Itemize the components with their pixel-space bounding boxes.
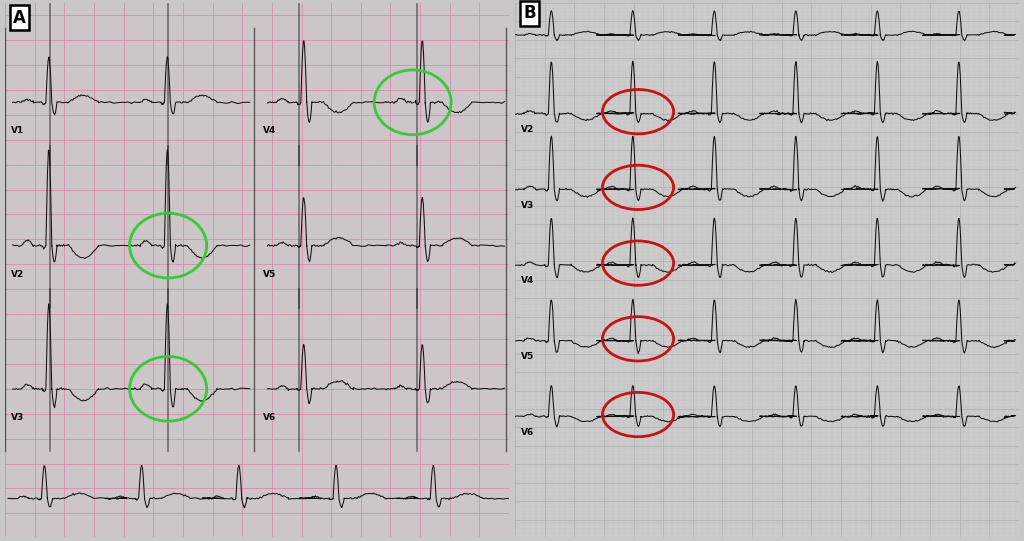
Text: A: A — [13, 9, 27, 27]
Text: V4: V4 — [263, 127, 276, 135]
Text: V1: V1 — [11, 127, 25, 135]
Text: V5: V5 — [521, 352, 535, 361]
Text: V6: V6 — [521, 428, 535, 437]
Text: V3: V3 — [11, 413, 25, 422]
Text: B: B — [523, 4, 536, 22]
Text: V6: V6 — [263, 413, 276, 422]
Text: V3: V3 — [521, 201, 535, 210]
Text: V4: V4 — [521, 276, 535, 286]
Text: V5: V5 — [263, 270, 276, 279]
Text: V2: V2 — [11, 270, 25, 279]
Text: V2: V2 — [521, 125, 535, 134]
